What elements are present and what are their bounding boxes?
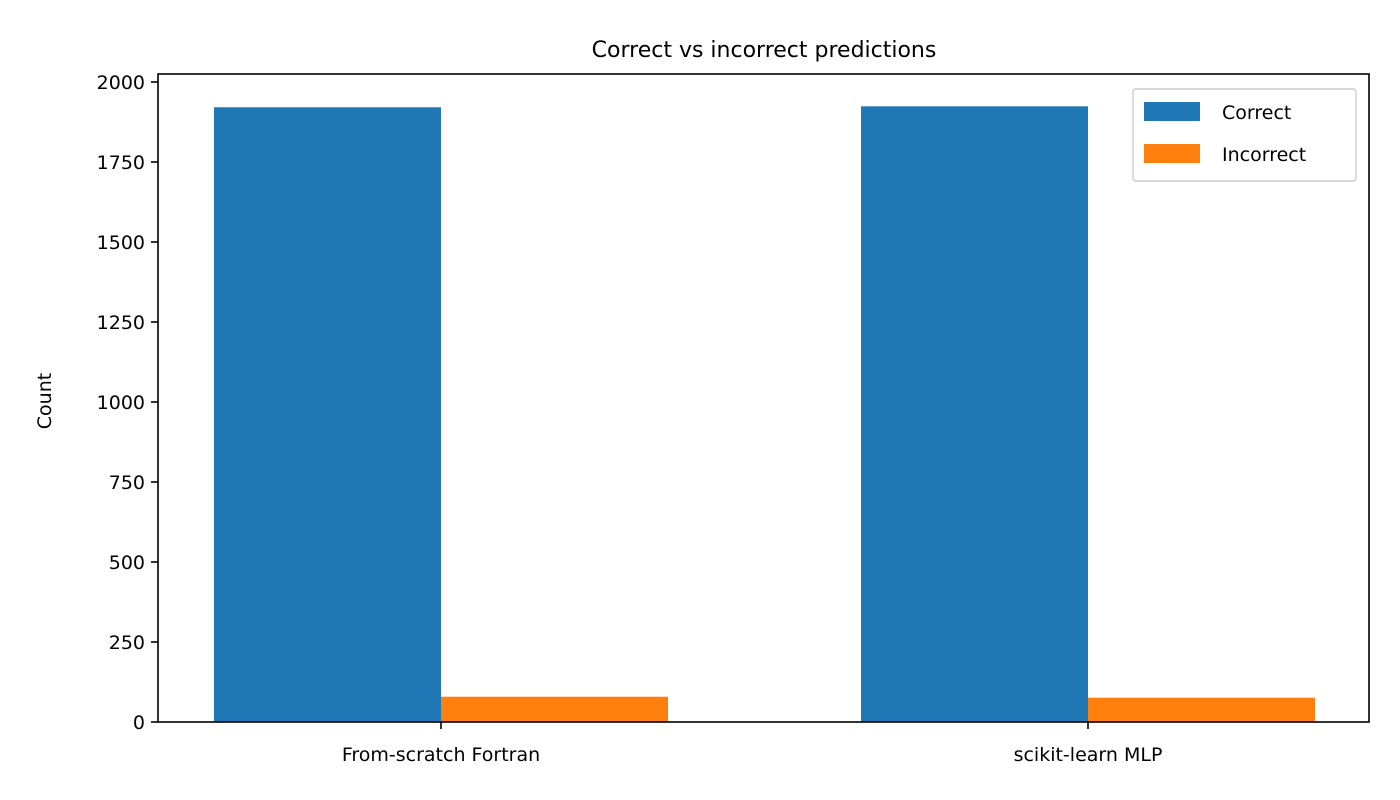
y-tick-label: 1750	[97, 152, 145, 174]
y-tick-label: 500	[109, 552, 145, 574]
y-tick-label: 0	[133, 712, 145, 734]
bar-correct	[861, 106, 1088, 722]
plot-frame	[157, 73, 1370, 723]
legend-label-correct: Correct	[1222, 102, 1291, 124]
bars-group	[214, 106, 1315, 722]
y-axis-label: Count	[34, 373, 56, 429]
x-tick-label: From-scratch Fortran	[342, 744, 540, 766]
chart-title: Correct vs incorrect predictions	[592, 38, 937, 63]
y-tick-label: 2000	[97, 72, 145, 94]
x-tick-label: scikit-learn MLP	[1014, 744, 1163, 766]
x-axis-ticks: From-scratch Fortran scikit-learn MLP	[342, 722, 1163, 766]
y-tick-label: 1000	[97, 392, 145, 414]
legend: Correct Incorrect	[1132, 88, 1357, 182]
bar-incorrect	[1088, 697, 1315, 722]
y-tick-label: 1250	[97, 312, 145, 334]
bar-correct	[214, 107, 441, 722]
y-axis-ticks: 0 250 500 750 1000 1250 1500 1750 2000	[97, 72, 158, 734]
y-tick-label: 750	[109, 472, 145, 494]
y-tick-label: 1500	[97, 232, 145, 254]
legend-swatch-incorrect	[1144, 144, 1200, 163]
legend-label-incorrect: Incorrect	[1222, 144, 1306, 166]
bar-incorrect	[441, 696, 668, 722]
legend-swatch-correct	[1144, 102, 1200, 121]
y-tick-label: 250	[109, 632, 145, 654]
